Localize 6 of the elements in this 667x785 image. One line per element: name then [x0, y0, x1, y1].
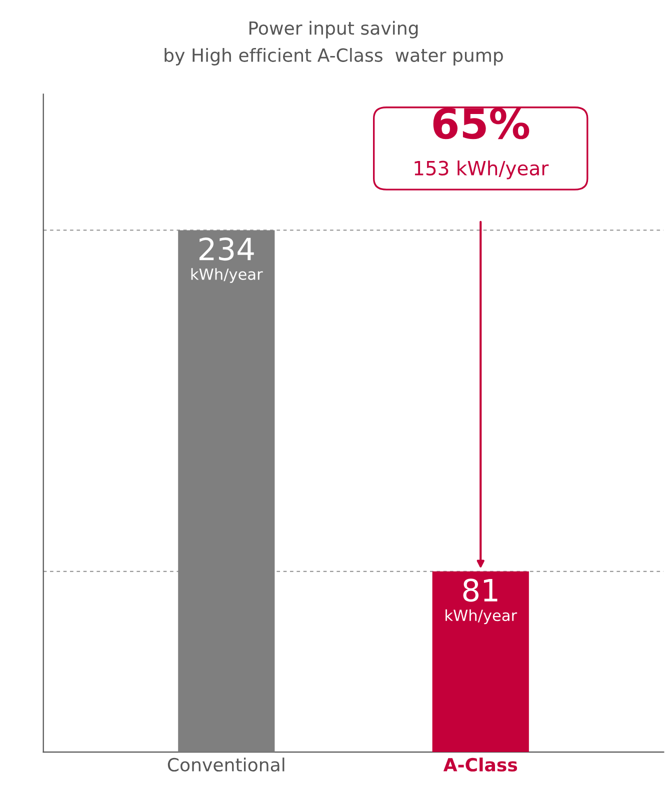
chart-title: Power input saving by High efficient A-Class water pump: [164, 20, 503, 66]
data-label: 81 kWh/year: [446, 578, 518, 624]
data-label: 234 kWh/year: [191, 237, 263, 283]
x-tick-label: A-Class: [443, 758, 518, 772]
annotation: 65% 153 kWh/year: [414, 108, 549, 180]
x-tick-label: Conventional: [168, 758, 284, 772]
